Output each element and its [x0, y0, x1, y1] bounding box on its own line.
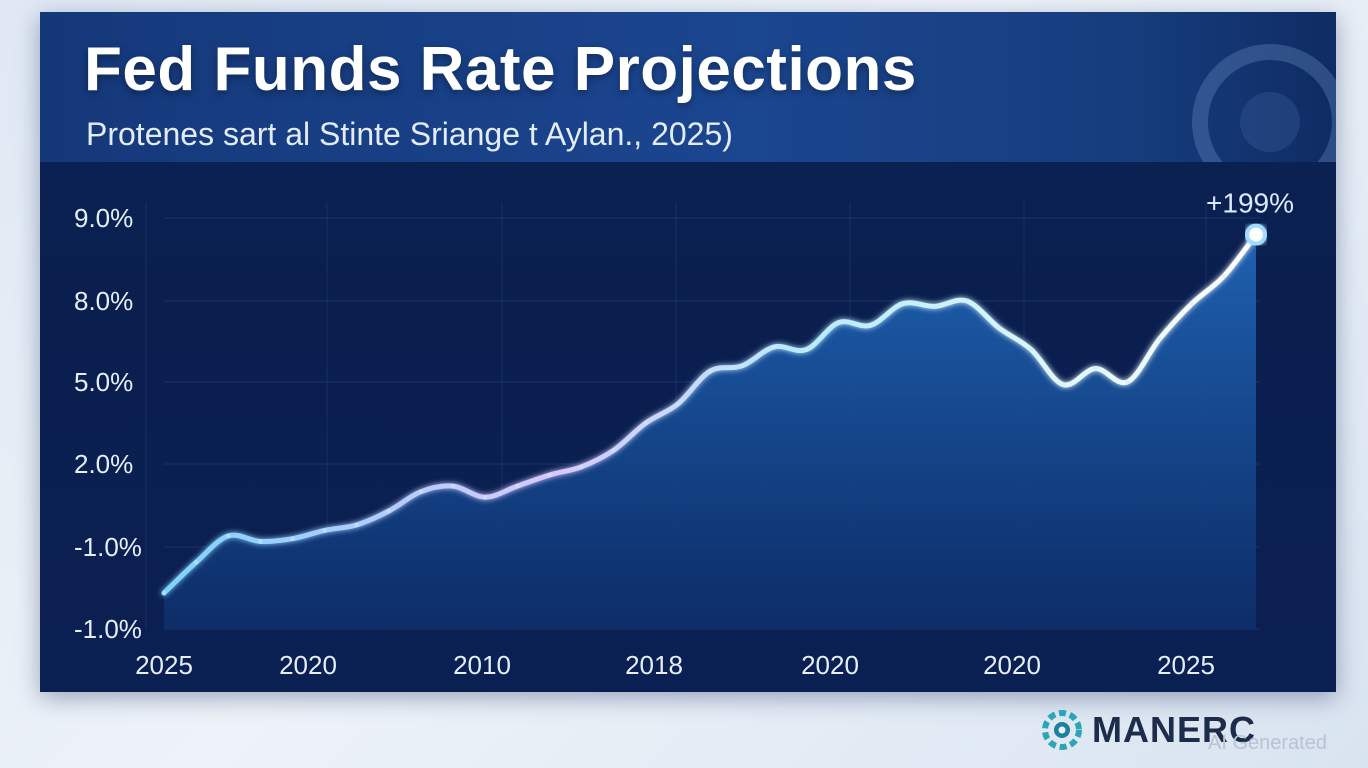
data-point-14	[611, 448, 616, 453]
data-point-21	[836, 320, 841, 325]
y-tick-label-4: -1.0%	[74, 532, 142, 562]
data-point-26	[996, 325, 1002, 331]
data-point-30	[1125, 379, 1130, 385]
x-tick-label-4: 2020	[801, 650, 859, 680]
data-point-29	[1093, 366, 1098, 371]
data-point-5	[322, 528, 327, 533]
data-point-0	[161, 590, 167, 596]
header-band	[40, 12, 1336, 162]
data-point-3	[258, 539, 263, 544]
data-point-18	[739, 363, 745, 368]
x-tick-label-3: 2018	[625, 650, 683, 680]
area-fill	[164, 234, 1256, 629]
data-point-10	[482, 495, 488, 500]
data-point-16	[675, 401, 681, 407]
data-point-24	[932, 304, 938, 309]
x-tick-label-1: 2020	[279, 650, 337, 680]
data-point-13	[579, 464, 584, 469]
y-tick-label-0: 9.0%	[74, 203, 133, 233]
data-point-32	[1189, 301, 1194, 306]
data-point-1	[193, 560, 199, 565]
data-point-4	[290, 536, 295, 541]
chart-panel: Fed Funds Rate Projections Protenes sart…	[40, 12, 1336, 692]
decorative-emblem-icon	[1192, 44, 1336, 162]
data-point-2	[226, 533, 231, 539]
data-point-7	[386, 508, 392, 514]
data-point-17	[707, 369, 713, 374]
growth-annotation: +199%	[1206, 188, 1294, 219]
y-tick-label-5: -1.0%	[74, 614, 142, 644]
data-point-22	[868, 323, 873, 328]
data-point-9	[450, 483, 456, 489]
data-point-6	[354, 522, 359, 528]
data-point-19	[772, 344, 777, 350]
x-axis-ticks: 2025 2020 2010 2018 2020 2020 2025	[135, 650, 1215, 680]
data-point-11	[515, 483, 520, 489]
brand-name: MANERC	[1092, 709, 1256, 750]
data-point-15	[643, 420, 648, 426]
chart-subtitle: Protenes sart al Stinte Sriange t Aylan.…	[86, 116, 733, 152]
x-tick-label-0: 2025	[135, 650, 193, 680]
ai-generated-watermark: AI Generated	[1208, 732, 1327, 754]
data-point-20	[804, 347, 809, 352]
data-point-28	[1061, 382, 1066, 387]
data-point-25	[964, 298, 970, 304]
data-point-12	[547, 472, 552, 478]
x-tick-label-2: 2010	[453, 650, 511, 680]
y-tick-label-1: 8.0%	[74, 286, 133, 316]
x-tick-label-5: 2020	[983, 650, 1041, 680]
y-tick-label-2: 5.0%	[74, 367, 133, 397]
data-point-31	[1157, 336, 1162, 341]
y-tick-label-3: 2.0%	[74, 449, 133, 479]
brand-logo: MANERC	[1040, 708, 1256, 752]
data-point-27	[1028, 347, 1034, 352]
data-point-33	[1221, 273, 1227, 279]
data-point-23	[900, 301, 905, 306]
x-tick-label-6: 2025	[1157, 650, 1215, 680]
chart-title: Fed Funds Rate Projections	[84, 35, 917, 104]
y-axis-ticks: 9.0% 8.0% 5.0% 2.0% -1.0% -1.0%	[74, 203, 142, 644]
end-point-marker	[1245, 223, 1267, 246]
area-chart: 9.0%8.0%5.0%2.0%-1.0%-1.0% 2025 2020 2010 2…	[74, 188, 1294, 680]
gear-logo-icon	[1042, 710, 1082, 750]
data-point-8	[418, 489, 424, 494]
